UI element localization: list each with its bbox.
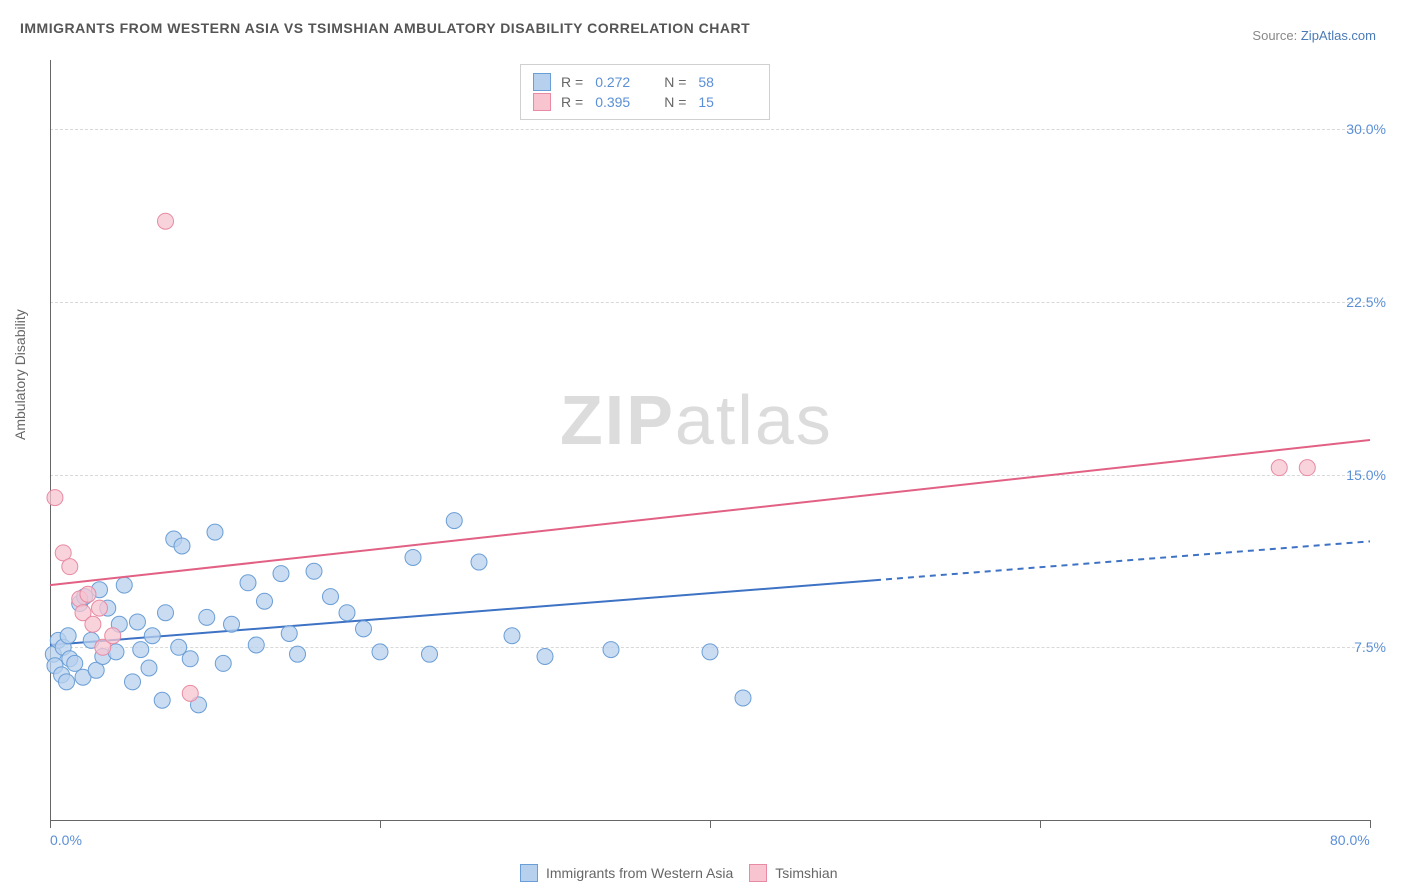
legend-row: R = 0.272 N = 58 (533, 73, 757, 91)
legend-item: Tsimshian (749, 864, 837, 882)
r-value: 0.272 (595, 74, 640, 90)
data-point (207, 524, 223, 540)
data-point (471, 554, 487, 570)
r-value: 0.395 (595, 94, 640, 110)
data-point (248, 637, 264, 653)
data-point (290, 646, 306, 662)
legend-correlation: R = 0.272 N = 58 R = 0.395 N = 15 (520, 64, 770, 120)
data-point (1271, 460, 1287, 476)
data-point (141, 660, 157, 676)
data-point (80, 586, 96, 602)
legend-series: Immigrants from Western Asia Tsimshian (520, 864, 838, 882)
data-point (158, 213, 174, 229)
data-point (603, 642, 619, 658)
data-point (537, 648, 553, 664)
data-point (504, 628, 520, 644)
data-point (85, 616, 101, 632)
legend-label: Immigrants from Western Asia (546, 865, 733, 881)
data-point (1299, 460, 1315, 476)
data-point (405, 549, 421, 565)
data-point (144, 628, 160, 644)
swatch-icon (520, 864, 538, 882)
data-point (174, 538, 190, 554)
data-point (62, 559, 78, 575)
data-point (306, 563, 322, 579)
legend-item: Immigrants from Western Asia (520, 864, 733, 882)
data-point (125, 674, 141, 690)
data-point (60, 628, 76, 644)
data-point (215, 655, 231, 671)
data-point (356, 621, 372, 637)
data-point (702, 644, 718, 660)
data-point (323, 589, 339, 605)
data-point (735, 690, 751, 706)
n-value: 15 (698, 94, 743, 110)
data-point (182, 651, 198, 667)
data-point (158, 605, 174, 621)
swatch-icon (533, 73, 551, 91)
data-point (446, 513, 462, 529)
data-point (116, 577, 132, 593)
data-point (257, 593, 273, 609)
data-point (339, 605, 355, 621)
data-point (129, 614, 145, 630)
data-point (67, 655, 83, 671)
legend-label: Tsimshian (775, 865, 837, 881)
n-value: 58 (698, 74, 743, 90)
data-point (199, 609, 215, 625)
data-point (182, 685, 198, 701)
swatch-icon (533, 93, 551, 111)
swatch-icon (749, 864, 767, 882)
r-label: R = (561, 94, 583, 110)
legend-row: R = 0.395 N = 15 (533, 93, 757, 111)
scatter-plot (0, 0, 1406, 892)
data-point (240, 575, 256, 591)
data-point (133, 642, 149, 658)
data-point (59, 674, 75, 690)
data-point (372, 644, 388, 660)
data-point (105, 628, 121, 644)
data-point (422, 646, 438, 662)
data-point (47, 490, 63, 506)
data-point (154, 692, 170, 708)
data-point (281, 625, 297, 641)
n-label: N = (664, 74, 686, 90)
data-point (224, 616, 240, 632)
data-point (92, 600, 108, 616)
r-label: R = (561, 74, 583, 90)
n-label: N = (664, 94, 686, 110)
data-point (273, 566, 289, 582)
